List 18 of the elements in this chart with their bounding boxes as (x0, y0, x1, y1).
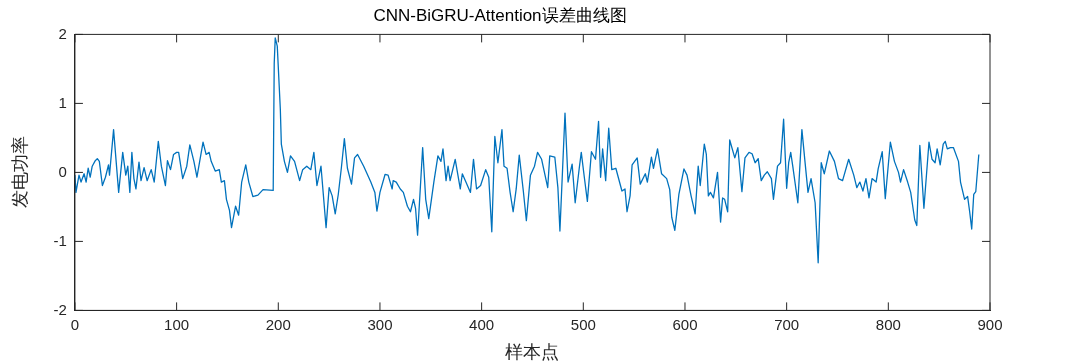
chart-title: CNN-BiGRU-Attention误差曲线图 (373, 5, 627, 25)
y-axis-title: 发电功率 (9, 136, 30, 209)
y-tick-label: 2 (58, 24, 67, 42)
x-tick-label: 500 (570, 315, 596, 333)
x-tick-label: 900 (977, 315, 1003, 333)
x-tick-label: 400 (469, 315, 495, 333)
x-tick-label: 700 (774, 315, 800, 333)
x-tick-label: 300 (367, 315, 393, 333)
y-tick-label: -1 (53, 231, 67, 249)
y-tick-label: 1 (58, 93, 67, 111)
x-axis-title: 样本点 (505, 342, 560, 363)
y-tick-label: 0 (58, 162, 67, 180)
y-tick-label: -2 (53, 300, 67, 318)
x-tick-label: 100 (164, 315, 190, 333)
x-tick-label: 600 (672, 315, 698, 333)
x-tick-label: 200 (265, 315, 291, 333)
x-tick-label: 800 (875, 315, 901, 333)
x-tick-label: 0 (70, 315, 80, 333)
